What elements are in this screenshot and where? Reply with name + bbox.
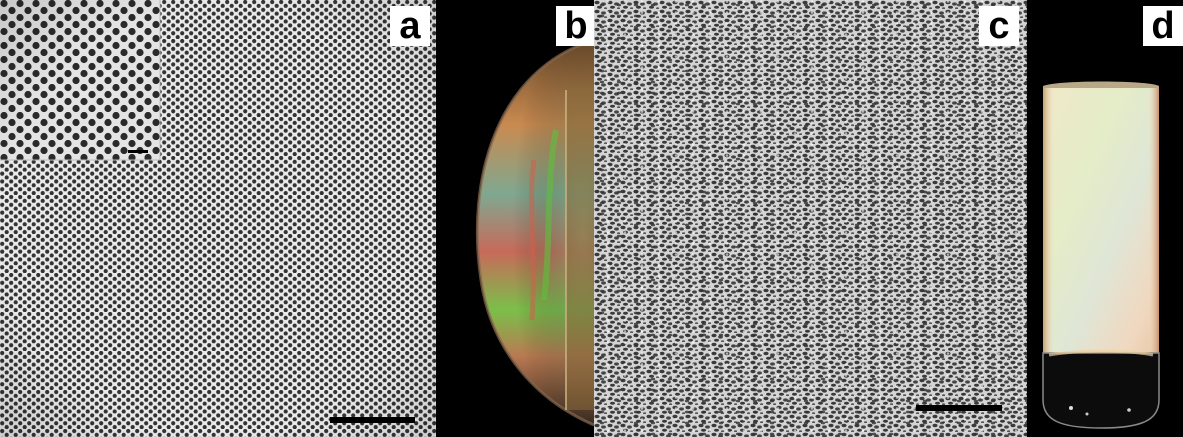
panel-c-scale-bar [916,405,1002,411]
panel-d-photo-vial: d [1027,0,1183,437]
panel-b-photograph [436,0,594,437]
panel-a-sem-ordered: a [0,0,436,437]
panel-d-label: d [1143,6,1183,46]
panel-b-label: b [556,6,594,46]
panel-a-label: a [390,6,430,46]
panel-a-micrograph [0,0,436,437]
panel-c-sem-disordered: c [594,0,1027,437]
panel-d-vial-rim [1043,81,1159,88]
panel-d-vial-bottom [1042,352,1160,429]
panel-b-photo-iridescent-film: b [436,0,594,437]
panel-a-scale-bar [330,417,415,423]
panel-c-label: c [979,6,1019,46]
panel-d-photograph [1027,0,1183,437]
panel-c-micrograph [594,0,1027,437]
